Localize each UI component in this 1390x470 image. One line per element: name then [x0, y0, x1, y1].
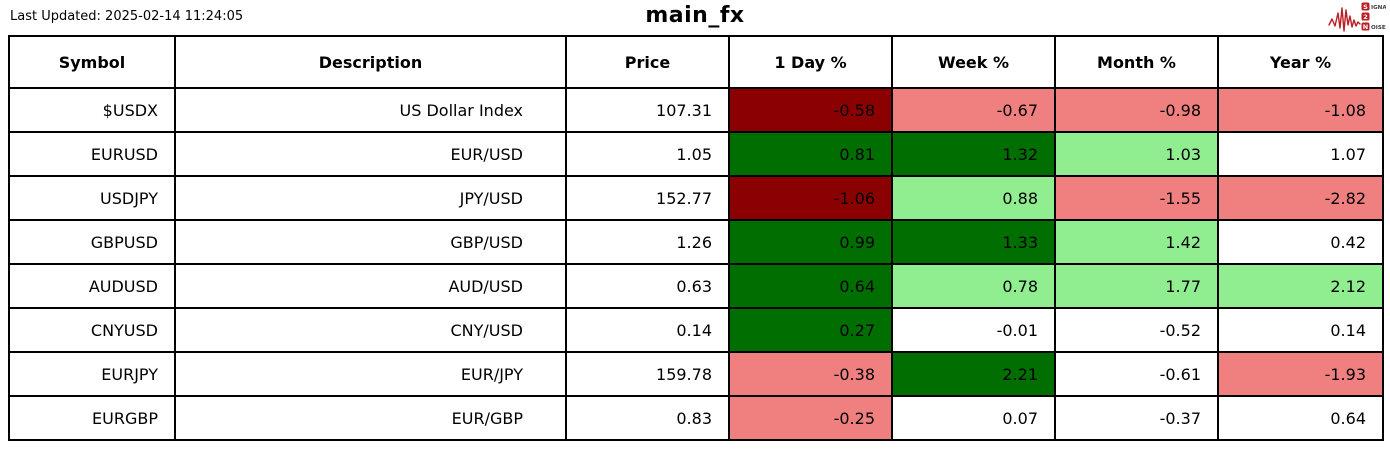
1-day-pct-cell: 0.64: [728, 263, 893, 309]
column-header-week-pct: Week %: [891, 35, 1056, 89]
1-day-pct-cell: -0.58: [728, 87, 893, 133]
year-pct-cell: 2.12: [1217, 263, 1384, 309]
week-pct-cell: 1.33: [891, 219, 1056, 265]
table-row: CNYUSD CNY/USD 0.14 0.27 -0.01 -0.52 0.14: [8, 307, 1384, 353]
month-pct-cell: 1.77: [1054, 263, 1219, 309]
table-row: EURUSD EUR/USD 1.05 0.81 1.32 1.03 1.07: [8, 131, 1384, 177]
table-row: USDJPY JPY/USD 152.77 -1.06 0.88 -1.55 -2.82: [8, 175, 1384, 221]
column-header-description: Description: [174, 35, 567, 89]
logo-text: S IGNAL 2 N OISE: [1361, 2, 1386, 31]
symbol-cell: EURJPY: [8, 351, 176, 397]
svg-text:IGNAL: IGNAL: [1371, 5, 1386, 11]
table-header-row: Symbol Description Price 1 Day % Week % …: [8, 35, 1384, 89]
1-day-pct-cell: 0.27: [728, 307, 893, 353]
description-cell: EUR/JPY: [174, 351, 567, 397]
table-row: $USDX US Dollar Index 107.31 -0.58 -0.67 -0.9…: [8, 87, 1384, 133]
1-day-pct-cell: -0.25: [728, 395, 893, 441]
year-pct-cell: 0.14: [1217, 307, 1384, 353]
svg-text:N: N: [1363, 23, 1368, 31]
month-pct-cell: 1.03: [1054, 131, 1219, 177]
week-pct-cell: -0.01: [891, 307, 1056, 353]
svg-text:OISE: OISE: [1371, 25, 1386, 31]
1-day-pct-cell: -1.06: [728, 175, 893, 221]
month-pct-cell: -0.98: [1054, 87, 1219, 133]
1-day-pct-cell: -0.38: [728, 351, 893, 397]
column-header-symbol: Symbol: [8, 35, 176, 89]
description-cell: JPY/USD: [174, 175, 567, 221]
price-cell: 1.05: [565, 131, 730, 177]
1-day-pct-cell: 0.81: [728, 131, 893, 177]
week-pct-cell: 0.07: [891, 395, 1056, 441]
year-pct-cell: 0.42: [1217, 219, 1384, 265]
month-pct-cell: -1.55: [1054, 175, 1219, 221]
price-cell: 0.83: [565, 395, 730, 441]
column-header-price: Price: [565, 35, 730, 89]
table-row: EURGBP EUR/GBP 0.83 -0.25 0.07 -0.37 0.64: [8, 395, 1384, 441]
week-pct-cell: 1.32: [891, 131, 1056, 177]
price-cell: 159.78: [565, 351, 730, 397]
symbol-cell: GBPUSD: [8, 219, 176, 265]
month-pct-cell: -0.52: [1054, 307, 1219, 353]
week-pct-cell: 0.78: [891, 263, 1056, 309]
symbol-cell: EURUSD: [8, 131, 176, 177]
description-cell: AUD/USD: [174, 263, 567, 309]
price-cell: 152.77: [565, 175, 730, 221]
symbol-cell: USDJPY: [8, 175, 176, 221]
description-cell: EUR/GBP: [174, 395, 567, 441]
week-pct-cell: 0.88: [891, 175, 1056, 221]
fx-table: Symbol Description Price 1 Day % Week % …: [8, 35, 1384, 441]
column-header-1-day-pct: 1 Day %: [728, 35, 893, 89]
description-cell: US Dollar Index: [174, 87, 567, 133]
1-day-pct-cell: 0.99: [728, 219, 893, 265]
waveform-icon: [1328, 7, 1361, 32]
table-row: GBPUSD GBP/USD 1.26 0.99 1.33 1.42 0.42: [8, 219, 1384, 265]
column-header-month-pct: Month %: [1054, 35, 1219, 89]
price-cell: 1.26: [565, 219, 730, 265]
month-pct-cell: -0.37: [1054, 395, 1219, 441]
top-bar: Last Updated: 2025-02-14 11:24:05 main_f…: [0, 0, 1390, 35]
year-pct-cell: -2.82: [1217, 175, 1384, 221]
description-cell: EUR/USD: [174, 131, 567, 177]
table-row: AUDUSD AUD/USD 0.63 0.64 0.78 1.77 2.12: [8, 263, 1384, 309]
month-pct-cell: -0.61: [1054, 351, 1219, 397]
year-pct-cell: -1.93: [1217, 351, 1384, 397]
description-cell: CNY/USD: [174, 307, 567, 353]
price-cell: 107.31: [565, 87, 730, 133]
year-pct-cell: 0.64: [1217, 395, 1384, 441]
symbol-cell: EURGBP: [8, 395, 176, 441]
price-cell: 0.14: [565, 307, 730, 353]
symbol-cell: AUDUSD: [8, 263, 176, 309]
svg-text:S: S: [1363, 3, 1368, 11]
description-cell: GBP/USD: [174, 219, 567, 265]
signal2noise-logo: S IGNAL 2 N OISE: [1328, 2, 1386, 32]
price-cell: 0.63: [565, 263, 730, 309]
column-header-year-pct: Year %: [1217, 35, 1384, 89]
year-pct-cell: 1.07: [1217, 131, 1384, 177]
last-updated-text: Last Updated: 2025-02-14 11:24:05: [10, 9, 244, 24]
symbol-cell: $USDX: [8, 87, 176, 133]
page-title: main_fx: [645, 3, 745, 28]
week-pct-cell: -0.67: [891, 87, 1056, 133]
symbol-cell: CNYUSD: [8, 307, 176, 353]
week-pct-cell: 2.21: [891, 351, 1056, 397]
fx-table-body: $USDX US Dollar Index 107.31 -0.58 -0.67 -0.9…: [8, 87, 1384, 441]
month-pct-cell: 1.42: [1054, 219, 1219, 265]
table-row: EURJPY EUR/JPY 159.78 -0.38 2.21 -0.61 -1.93: [8, 351, 1384, 397]
year-pct-cell: -1.08: [1217, 87, 1384, 133]
svg-text:2: 2: [1363, 13, 1368, 21]
